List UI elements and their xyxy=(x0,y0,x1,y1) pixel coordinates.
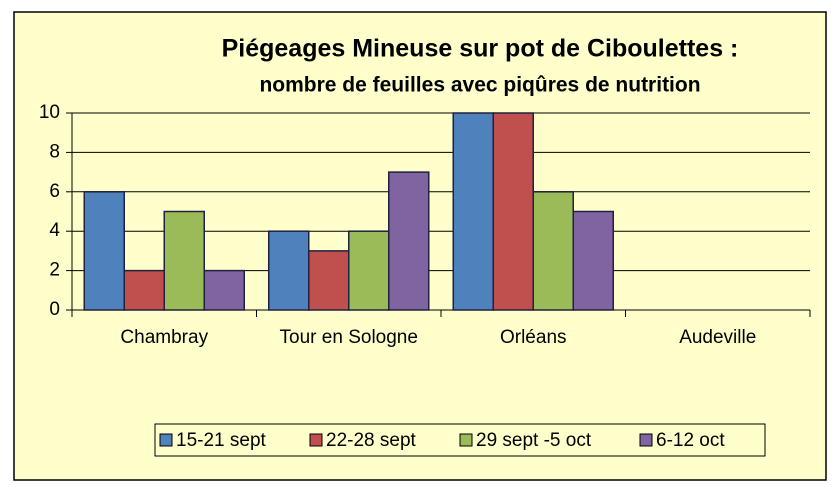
chart-title: Piégeages Mineuse sur pot de Ciboulettes… xyxy=(222,35,739,63)
legend-swatch xyxy=(459,433,473,447)
bar xyxy=(123,269,165,311)
bar xyxy=(452,112,494,311)
legend-label: 22-28 sept xyxy=(326,430,417,451)
bar xyxy=(492,112,534,311)
x-tick-label: Chambray xyxy=(120,327,209,348)
legend-label: 15-21 sept xyxy=(176,430,267,451)
x-tick-label: Orléans xyxy=(499,327,567,348)
legend-label: 29 sept -5 oct xyxy=(476,430,592,451)
bar xyxy=(388,171,430,311)
y-tick-label: 6 xyxy=(49,181,60,202)
bar xyxy=(572,210,614,311)
x-tick-label: Audeville xyxy=(679,327,757,348)
legend-label: 6-12 oct xyxy=(656,430,725,451)
chart-subtitle: nombre de feuilles avec piqûres de nutri… xyxy=(259,74,700,97)
legend-swatch xyxy=(639,433,653,447)
y-tick-label: 10 xyxy=(39,102,60,123)
bar xyxy=(163,210,205,311)
bar xyxy=(308,250,350,311)
y-tick-label: 0 xyxy=(49,299,60,320)
y-tick-label: 8 xyxy=(49,141,60,162)
legend-swatch xyxy=(159,433,173,447)
bar xyxy=(203,269,245,311)
y-tick-label: 4 xyxy=(49,220,60,241)
legend-swatch xyxy=(309,433,323,447)
bar xyxy=(268,230,310,311)
bar xyxy=(532,191,574,311)
x-tick-label: Tour en Sologne xyxy=(279,327,418,348)
y-tick-label: 2 xyxy=(49,260,60,281)
bar xyxy=(348,230,390,311)
bar xyxy=(83,191,125,311)
